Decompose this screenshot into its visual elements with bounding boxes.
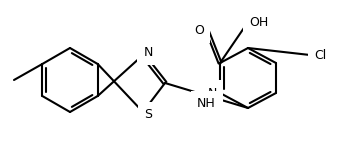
Text: N: N bbox=[207, 87, 217, 100]
Text: S: S bbox=[144, 109, 152, 122]
Text: NH: NH bbox=[197, 97, 216, 110]
Text: O: O bbox=[194, 24, 204, 37]
Text: N: N bbox=[143, 45, 153, 58]
Text: OH: OH bbox=[249, 16, 269, 29]
Text: Cl: Cl bbox=[314, 48, 326, 61]
